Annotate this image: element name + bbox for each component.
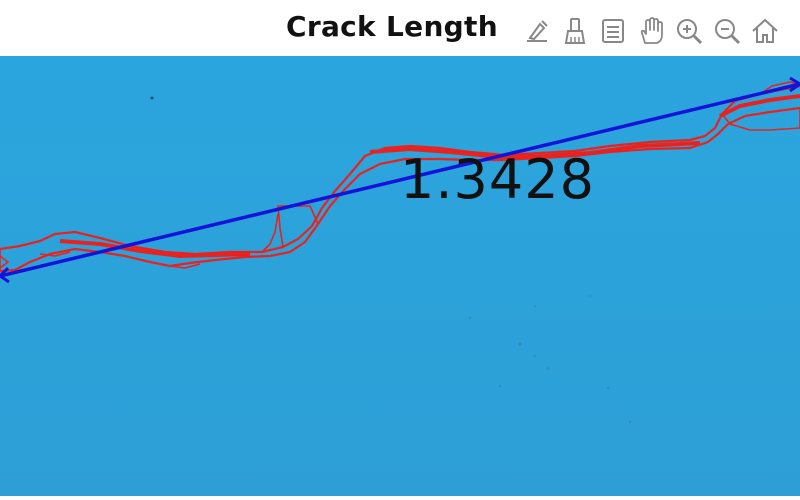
restore-view-button[interactable]: [748, 13, 782, 49]
crack-side-loop-right: [721, 81, 800, 131]
crack-side-loop-middle: [261, 205, 319, 253]
axes-toolbar: [520, 12, 782, 50]
edit-plot-icon: [527, 20, 548, 42]
crack-edge-upper: [0, 84, 800, 256]
surface-speck: [150, 96, 154, 100]
home-icon: [752, 18, 778, 43]
fit-line-start-arrow: [0, 266, 10, 284]
image-axes[interactable]: 1.3428: [0, 56, 800, 496]
crack-side-loop-left: [0, 249, 9, 271]
crack-edge-lower: [0, 106, 800, 273]
figure-bottom-margin: [0, 496, 800, 500]
pan-hand-icon: [640, 17, 663, 44]
data-brush-button[interactable]: [558, 13, 592, 49]
insert-legend-button[interactable]: [596, 13, 630, 49]
zoom-out-icon: [715, 19, 741, 45]
data-brush-icon: [564, 18, 586, 44]
zoom-out-button[interactable]: [710, 13, 744, 49]
crack-fit-line: [0, 82, 800, 278]
surface-stains: [468, 295, 632, 424]
figure-title: Crack Length: [286, 10, 498, 43]
zoom-in-button[interactable]: [672, 13, 706, 49]
fit-line-end-arrow: [789, 76, 800, 93]
crack-image: [0, 56, 800, 496]
insert-legend-icon: [602, 19, 624, 43]
crack-outline: [0, 81, 800, 273]
edit-plot-button[interactable]: [520, 13, 554, 49]
crack-length-value: 1.3428: [400, 148, 595, 211]
zoom-in-icon: [677, 19, 703, 45]
specimen-surface: [0, 56, 800, 496]
figure-header: Crack Length: [0, 0, 800, 58]
crack-detail-lower-left: [39, 251, 201, 269]
pan-button[interactable]: [634, 13, 668, 49]
crack-edge-ridge: [59, 94, 800, 258]
